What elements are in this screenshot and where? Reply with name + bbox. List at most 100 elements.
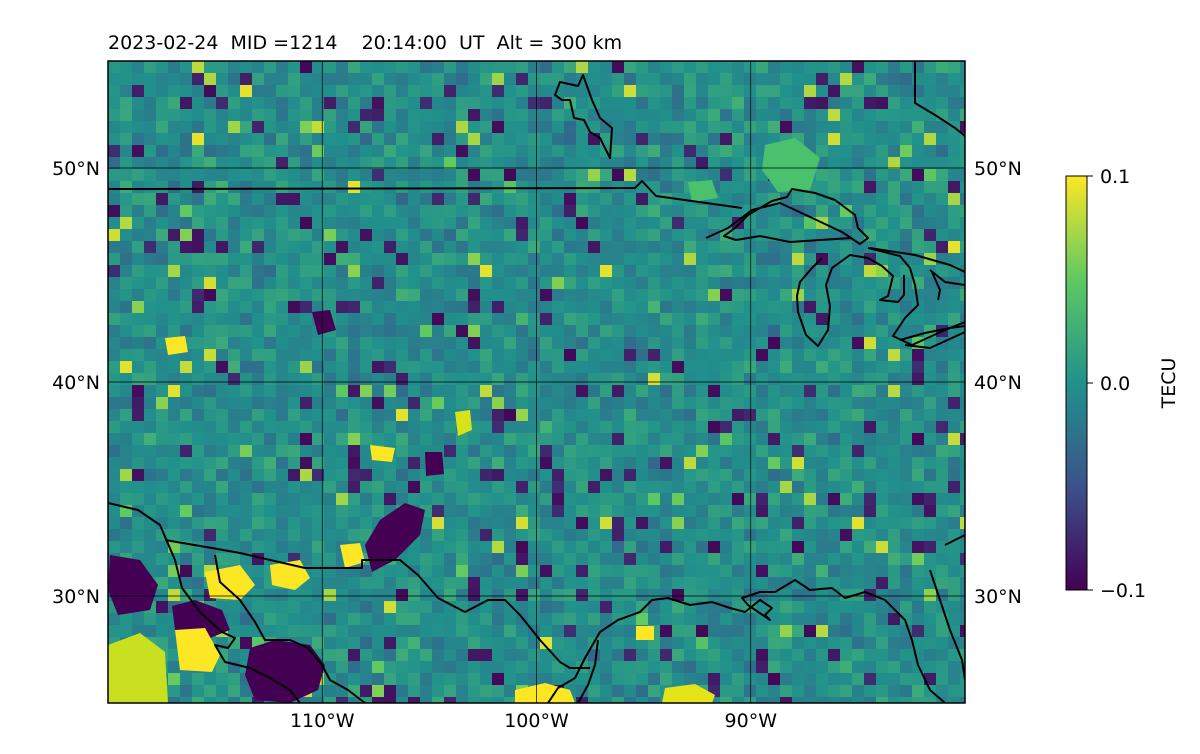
tec-cell <box>960 445 965 457</box>
tec-cell <box>324 529 336 541</box>
tec-cell <box>240 361 252 373</box>
tec-cell <box>540 193 552 205</box>
mexico-gulf-coast <box>577 639 599 703</box>
tec-cell <box>888 541 900 553</box>
tec-cell <box>600 601 612 613</box>
tec-cell <box>336 109 348 121</box>
tec-cell <box>516 181 528 193</box>
tec-cell <box>600 253 612 265</box>
tec-cell <box>456 673 468 685</box>
tec-cell <box>948 685 960 697</box>
tec-cell <box>564 517 576 529</box>
tec-cell <box>936 265 948 277</box>
tec-cell <box>204 205 216 217</box>
tec-cell <box>648 697 660 703</box>
tec-cell <box>564 433 576 445</box>
tec-cell <box>528 649 540 661</box>
tec-cell <box>888 493 900 505</box>
tec-cell <box>612 169 624 181</box>
tec-cell <box>744 685 756 697</box>
tec-cell <box>648 505 660 517</box>
tec-cell <box>900 601 912 613</box>
tec-cell <box>528 553 540 565</box>
tec-cell <box>156 253 168 265</box>
tec-cell <box>312 445 324 457</box>
tec-cell <box>480 409 492 421</box>
tec-cell <box>912 397 924 409</box>
tec-cell <box>960 469 965 481</box>
tec-cell <box>408 145 420 157</box>
tec-cell <box>660 613 672 625</box>
tec-cell <box>780 217 792 229</box>
tec-cell <box>792 265 804 277</box>
tec-cell <box>252 85 264 97</box>
tec-cell <box>888 265 900 277</box>
tec-cell <box>648 349 660 361</box>
tec-cell <box>900 385 912 397</box>
tec-cell <box>732 565 744 577</box>
tec-enhancement <box>762 138 820 192</box>
tec-cell <box>816 277 828 289</box>
tec-cell <box>300 253 312 265</box>
tec-cell <box>168 289 180 301</box>
tec-cell <box>456 193 468 205</box>
tec-cell <box>768 61 780 73</box>
tec-cell <box>756 637 768 649</box>
tec-cell <box>660 577 672 589</box>
tec-cell <box>576 529 588 541</box>
tec-cell <box>780 601 792 613</box>
tec-cell <box>192 469 204 481</box>
tec-cell <box>312 589 324 601</box>
tec-cell <box>540 133 552 145</box>
tec-cell <box>132 385 144 397</box>
tec-cell <box>288 61 300 73</box>
tec-cell <box>504 409 516 421</box>
tec-cell <box>204 133 216 145</box>
tec-cell <box>552 457 564 469</box>
tec-cell <box>852 109 864 121</box>
tec-cell <box>600 169 612 181</box>
tec-cell <box>624 601 636 613</box>
tec-cell <box>156 85 168 97</box>
tec-cell <box>444 445 456 457</box>
tec-cell <box>288 589 300 601</box>
tec-cell <box>696 253 708 265</box>
tec-cell <box>564 577 576 589</box>
tec-cell <box>480 169 492 181</box>
tec-cell <box>348 433 360 445</box>
tec-cell <box>312 541 324 553</box>
tec-cell <box>504 169 516 181</box>
tec-cell <box>336 505 348 517</box>
tec-cell <box>660 565 672 577</box>
tec-cell <box>840 445 852 457</box>
tec-cell <box>732 385 744 397</box>
tec-cell <box>108 469 120 481</box>
tec-cell <box>768 289 780 301</box>
tec-cell <box>336 613 348 625</box>
tec-cell <box>576 697 588 703</box>
tec-cell <box>540 349 552 361</box>
tec-cell <box>312 181 324 193</box>
tec-cell <box>696 649 708 661</box>
tec-cell <box>408 625 420 637</box>
tec-cell <box>432 253 444 265</box>
tec-cell <box>612 397 624 409</box>
tec-cell <box>192 397 204 409</box>
tec-cell <box>768 553 780 565</box>
tec-cell <box>468 133 480 145</box>
tec-cell <box>948 361 960 373</box>
tec-cell <box>468 697 480 703</box>
tec-cell <box>540 289 552 301</box>
tec-cell <box>372 373 384 385</box>
tec-cell <box>240 97 252 109</box>
tec-cell <box>600 61 612 73</box>
tec-cell <box>612 529 624 541</box>
tec-cell <box>960 517 965 529</box>
tec-cell <box>840 373 852 385</box>
tec-cell <box>600 85 612 97</box>
tec-cell <box>204 457 216 469</box>
tec-cell <box>624 625 636 637</box>
tec-cell <box>492 373 504 385</box>
tec-cell <box>876 409 888 421</box>
tec-cell <box>420 157 432 169</box>
